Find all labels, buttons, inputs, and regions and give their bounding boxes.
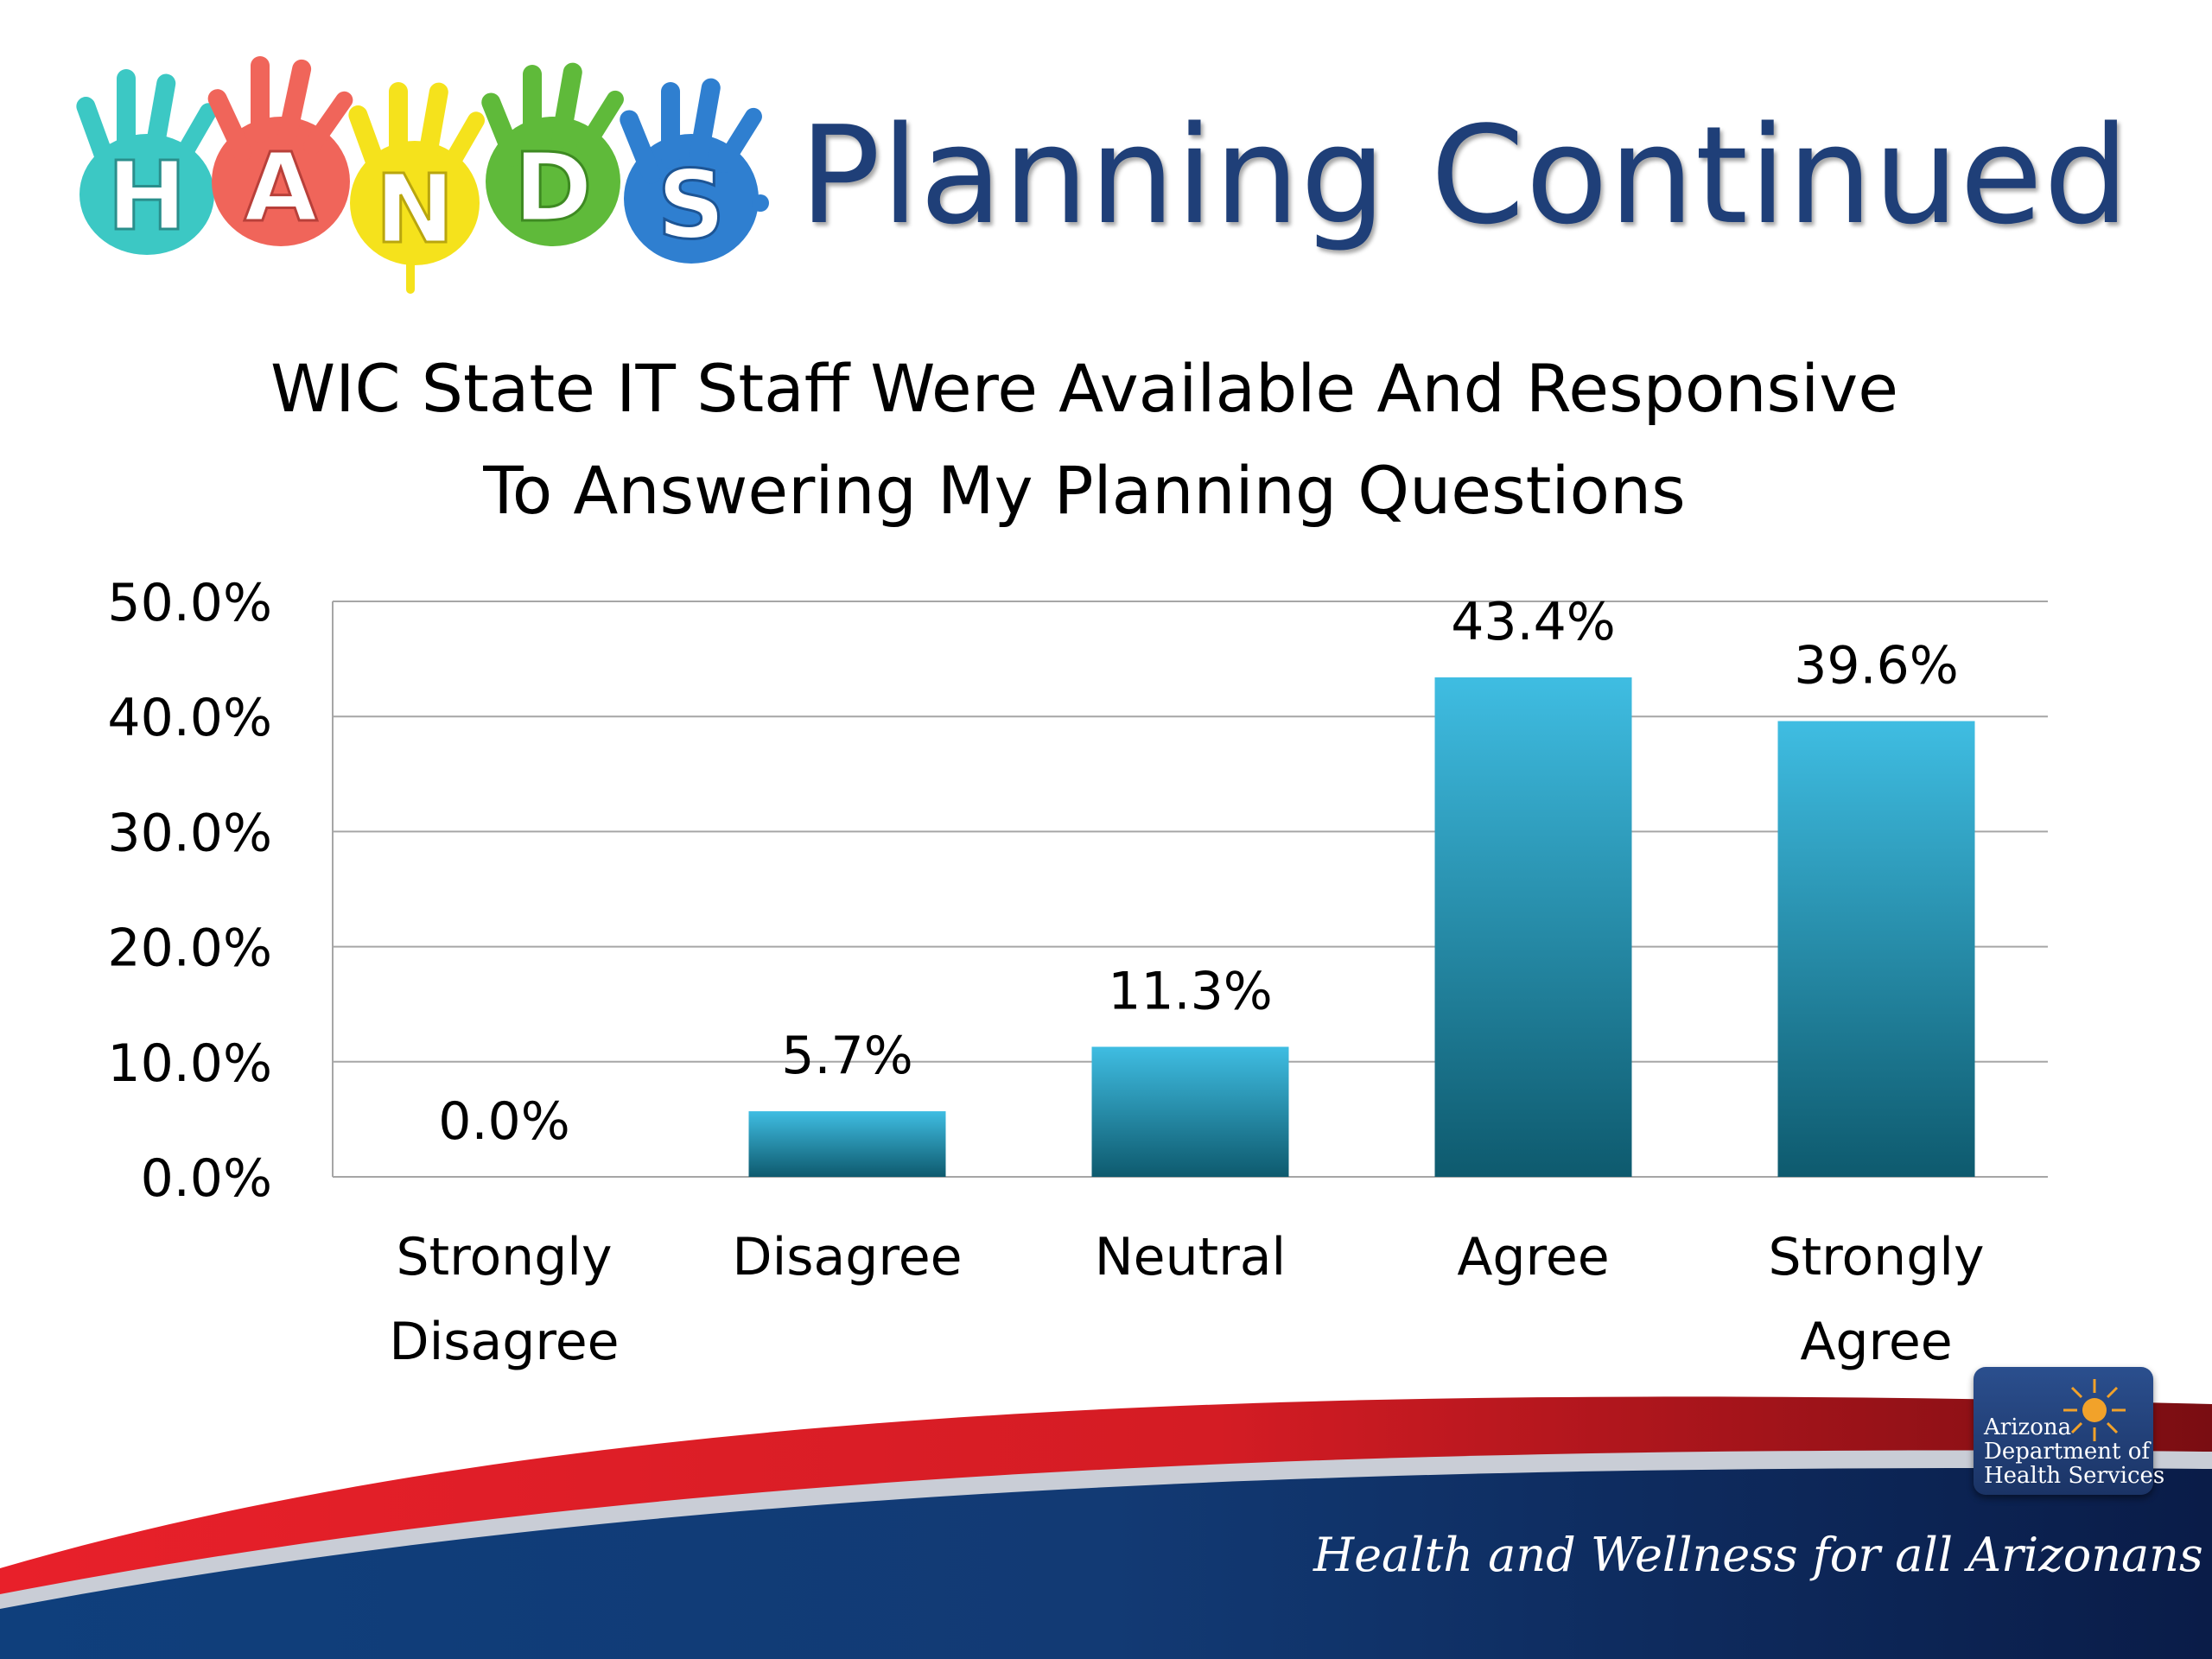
bar	[748, 1111, 946, 1177]
y-tick-label: 40.0%	[107, 688, 272, 748]
sun-icon	[2063, 1379, 2126, 1441]
data-label: 39.6%	[1794, 636, 1959, 696]
logo-letter-a: A	[244, 132, 317, 243]
data-label: 11.3%	[1108, 961, 1273, 1021]
agency-logo-text: Arizona Department of Health Services	[1984, 1415, 2164, 1488]
footer-swoosh	[0, 1396, 2212, 1659]
data-labels: 0.0% 5.7% 11.3% 43.4% 39.6%	[438, 592, 1959, 1152]
x-axis-category-labels: Strongly Disagree Disagree Neutral Agree Stro…	[389, 1227, 1984, 1372]
footer-tagline: Health and Wellness for all Arizonans	[1313, 1528, 2203, 1582]
x-category-label: Strongly	[397, 1227, 613, 1287]
logo-letter-d: D	[513, 132, 592, 243]
hand-d: D	[481, 62, 624, 246]
agency-logo-line-3: Health Services	[1984, 1463, 2165, 1489]
data-label: 0.0%	[438, 1091, 569, 1152]
bar	[1091, 1046, 1289, 1177]
logo-letter-n: N	[375, 154, 454, 264]
bars	[748, 677, 1975, 1177]
logo-letter-s: S	[657, 149, 725, 260]
x-category-label: Disagree	[389, 1312, 619, 1372]
x-category-label: Disagree	[732, 1227, 962, 1287]
agency-logo-line-1: Arizona	[1984, 1414, 2072, 1440]
hands-logo: H A N D	[76, 56, 769, 294]
y-tick-label: 30.0%	[107, 803, 272, 863]
data-label: 5.7%	[781, 1026, 912, 1086]
bar	[1434, 677, 1632, 1177]
x-category-label: Agree	[1800, 1312, 1952, 1372]
x-category-label: Strongly	[1769, 1227, 1985, 1287]
chart-title-line-1: WIC State IT Staff Were Available And Re…	[270, 350, 1898, 427]
hand-s: S	[620, 78, 769, 264]
agency-logo-line-2: Department of	[1984, 1439, 2151, 1465]
y-tick-label: 20.0%	[107, 918, 272, 979]
x-category-label: Neutral	[1095, 1227, 1286, 1287]
y-tick-label: 10.0%	[107, 1033, 272, 1094]
hand-n: N	[348, 82, 485, 294]
agency-logo: Arizona Department of Health Services	[1974, 1367, 2164, 1495]
y-axis-tick-labels: 0.0% 10.0% 20.0% 30.0% 40.0% 50.0%	[107, 573, 272, 1209]
hand-a: A	[207, 56, 353, 246]
data-label: 43.4%	[1451, 592, 1616, 652]
logo-letter-h: H	[107, 141, 187, 251]
slide-title: Planning Continued	[799, 97, 2131, 254]
x-category-label: Agree	[1457, 1227, 1609, 1287]
y-tick-label: 50.0%	[107, 573, 272, 633]
y-tick-label: 0.0%	[141, 1148, 272, 1209]
bar-chart: 0.0% 10.0% 20.0% 30.0% 40.0% 50.0% 0.0% 5.7% 11…	[107, 573, 2048, 1372]
chart-title-line-2: To Answering My Planning Questions	[483, 452, 1686, 529]
bar	[1777, 721, 1975, 1177]
hand-h: H	[76, 69, 217, 255]
